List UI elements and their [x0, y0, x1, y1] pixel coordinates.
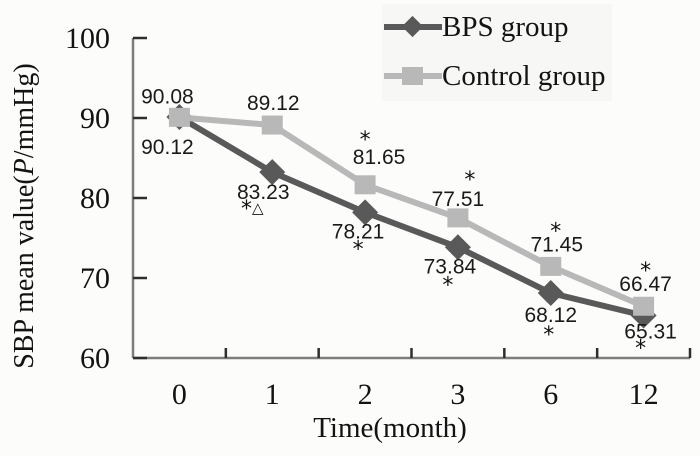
y-tick-label: 70 [80, 262, 110, 295]
series-line-bps [177, 114, 645, 319]
data-label: 77.51 [432, 188, 485, 211]
significance-marker: * [543, 323, 554, 348]
data-label: 89.12 [247, 92, 300, 115]
significance-marker: * [442, 273, 453, 298]
x-tick-label: 1 [265, 378, 280, 411]
y-tick-label: 100 [65, 22, 110, 55]
diamond-marker [537, 280, 564, 307]
y-axis-title-pre: SBP mean value( [9, 175, 40, 369]
significance-marker: * [464, 168, 475, 193]
x-tick-label: 3 [450, 378, 465, 411]
square-marker-icon [402, 67, 423, 85]
legend-label-control: Control group [442, 59, 606, 92]
square-marker [633, 296, 655, 316]
significance-marker: * [635, 337, 646, 362]
square-marker [447, 208, 469, 228]
diamond-marker [444, 234, 471, 261]
data-label: 83.23 [237, 181, 290, 204]
control-line-sample [384, 62, 442, 90]
y-tick-label: 90 [80, 102, 110, 135]
legend-label-bps: BPS group [442, 10, 569, 43]
square-marker [540, 256, 562, 276]
x-tick-label: 6 [543, 378, 558, 411]
significance-marker: * [360, 128, 371, 153]
significance-marker: * [353, 237, 364, 262]
data-label: 81.65 [353, 146, 406, 169]
legend-item-control: Control group [384, 55, 606, 97]
data-label: 90.08 [141, 85, 194, 108]
square-marker [354, 175, 376, 195]
y-tick-label: 80 [80, 182, 110, 215]
diamond-marker-icon [401, 15, 424, 38]
data-label: 73.84 [424, 255, 477, 278]
y-axis-title-post: /mmHg) [9, 63, 40, 159]
significance-marker: * [640, 259, 651, 284]
square-marker [168, 107, 190, 127]
data-label: 65.31 [624, 321, 677, 344]
significance-marker: * [550, 219, 561, 244]
data-label: 71.45 [530, 233, 583, 256]
diamond-marker [352, 199, 379, 226]
x-tick-label: 0 [172, 378, 187, 411]
data-label: 78.21 [332, 220, 385, 243]
bps-line-sample [384, 13, 442, 41]
data-label: 68.12 [524, 304, 577, 327]
data-label: 90.12 [141, 136, 194, 159]
y-axis-title-italic-p: P [9, 158, 40, 176]
legend-item-bps: BPS group [384, 6, 606, 48]
x-tick-label: 2 [358, 378, 373, 411]
x-tick-label: 12 [629, 378, 659, 411]
x-axis-title: Time(month) [313, 412, 467, 444]
legend: BPS group Control group [382, 4, 612, 101]
square-marker [261, 115, 283, 135]
y-axis-title: SBP mean value(P/mmHg) [9, 43, 41, 389]
y-tick-label: 60 [80, 342, 110, 375]
data-label: 66.47 [619, 273, 672, 296]
significance-marker: *△ [241, 197, 264, 222]
series-line-control [179, 114, 645, 309]
diamond-marker [259, 159, 286, 186]
